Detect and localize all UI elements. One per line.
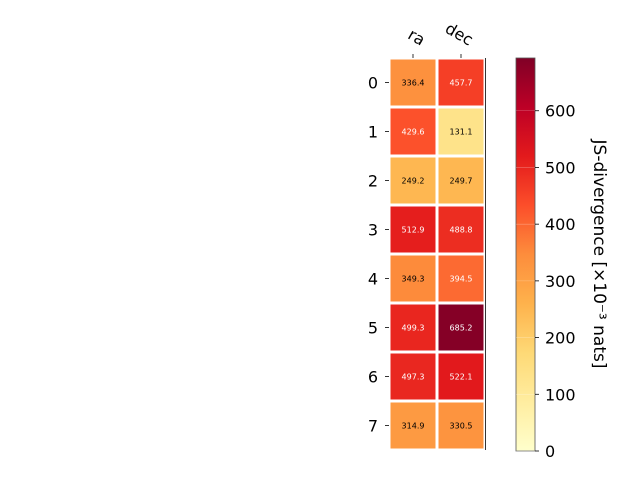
heatmap-cell-5-ra	[390, 304, 436, 351]
heatmap-cell-6-ra	[390, 353, 436, 400]
y-tick-label: 7	[368, 417, 378, 436]
heatmap-cells: 336.4 457.7 429.6 131.1 249.2 249.7 512.9 488.8…	[390, 59, 484, 449]
cell-value-label: 249.7	[450, 177, 473, 186]
cell-value-label: 330.5	[450, 422, 473, 431]
cell-value-label: 349.3	[402, 275, 425, 284]
heatmap-cell-2-ra	[390, 157, 436, 204]
heatmap-cell-7-dec	[438, 402, 484, 449]
y-tick-label: 2	[368, 172, 378, 191]
x-tick-label: dec	[442, 19, 476, 50]
heatmap-cell-0-ra	[390, 59, 436, 106]
cell-value-label: 488.8	[450, 226, 473, 235]
cell-value-label: 249.2	[402, 177, 425, 186]
colorbar-tick-label: 500	[545, 158, 576, 177]
heatmap-cell-2-dec	[438, 157, 484, 204]
y-tick-label: 1	[368, 123, 378, 142]
heatmap-cell-4-dec	[438, 255, 484, 302]
heatmap-cell-3-ra	[390, 206, 436, 253]
y-tick-label: 0	[368, 74, 378, 93]
colorbar-ticks: 0 100 200 300 400 500 600	[516, 102, 576, 461]
cell-value-label: 512.9	[402, 226, 425, 235]
cell-value-label: 685.2	[450, 324, 473, 333]
heatmap-cell-6-dec	[438, 353, 484, 400]
heatmap-cell-4-ra	[390, 255, 436, 302]
heatmap-cell-1-dec	[438, 108, 484, 155]
heatmap-cell-5-dec	[438, 304, 484, 351]
colorbar-tick-label: 300	[545, 272, 576, 291]
cell-value-label: 429.6	[402, 128, 425, 137]
cell-value-label: 497.3	[402, 373, 425, 382]
y-tick-label: 5	[368, 319, 378, 338]
colorbar-label: JS-divergence [×10⁻³ nats]	[589, 139, 609, 369]
cell-value-label: 336.4	[402, 79, 425, 88]
colorbar	[515, 57, 536, 452]
colorbar-tick-label: 200	[545, 329, 576, 348]
cell-value-label: 499.3	[402, 324, 425, 333]
colorbar-tick-label: 100	[545, 385, 576, 404]
heatmap-cell-7-ra	[390, 402, 436, 449]
heatmap-cell-3-dec	[438, 206, 484, 253]
heatmap-cell-1-ra	[390, 108, 436, 155]
y-tick-label: 3	[368, 221, 378, 240]
heatmap-cell-0-dec	[438, 59, 484, 106]
colorbar-tick-label: 0	[545, 442, 555, 461]
colorbar-tick-label: 400	[545, 215, 576, 234]
colorbar-gradient	[515, 57, 536, 452]
x-tick-label: ra	[405, 25, 429, 50]
colorbar-tick-label: 600	[545, 102, 576, 121]
y-tick-label: 4	[368, 270, 378, 289]
y-tick-label: 6	[368, 368, 378, 387]
cell-value-label: 394.5	[450, 275, 473, 284]
cell-value-label: 131.1	[450, 128, 473, 137]
cell-value-label: 522.1	[450, 373, 473, 382]
cell-value-label: 457.7	[450, 79, 473, 88]
cell-value-label: 314.9	[402, 422, 425, 431]
